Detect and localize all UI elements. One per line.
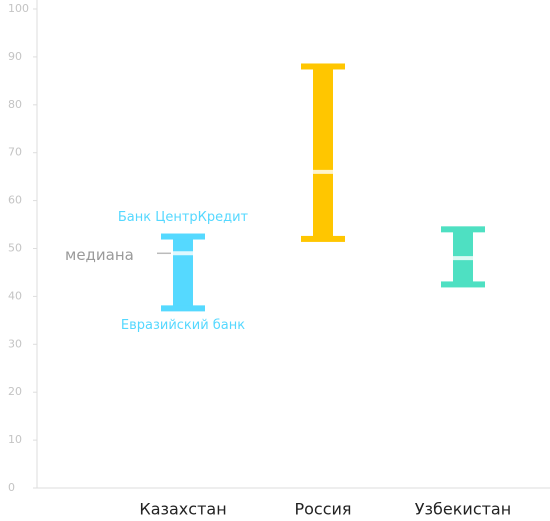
- y-tick-label: 0: [8, 481, 15, 494]
- x-tick-label: Казахстан: [139, 500, 226, 519]
- cap-low: [301, 235, 345, 242]
- y-tick-label: 30: [8, 337, 22, 350]
- cap-low: [161, 305, 205, 312]
- x-tick-label: Россия: [294, 500, 351, 519]
- y-tick-label: 10: [8, 433, 22, 446]
- y-tick-label: 40: [8, 289, 22, 302]
- range-bar: [173, 236, 193, 309]
- median-label: медиана: [65, 246, 134, 264]
- y-tick-label: 80: [8, 98, 22, 111]
- y-tick-label: 60: [8, 194, 22, 207]
- annotation: Евразийский банк: [121, 318, 245, 333]
- y-tick-label: 50: [8, 242, 22, 255]
- cap-high: [441, 226, 485, 233]
- range-bar: [313, 66, 333, 239]
- annotation: Банк ЦентрКредит: [118, 210, 249, 225]
- y-tick-label: 70: [8, 146, 22, 159]
- x-tick-label: Узбекистан: [415, 500, 511, 519]
- cap-high: [301, 63, 345, 70]
- cap-high: [161, 233, 205, 240]
- cap-low: [441, 281, 485, 288]
- y-tick-label: 20: [8, 385, 22, 398]
- y-tick-label: 100: [8, 2, 29, 15]
- y-tick-label: 90: [8, 50, 22, 63]
